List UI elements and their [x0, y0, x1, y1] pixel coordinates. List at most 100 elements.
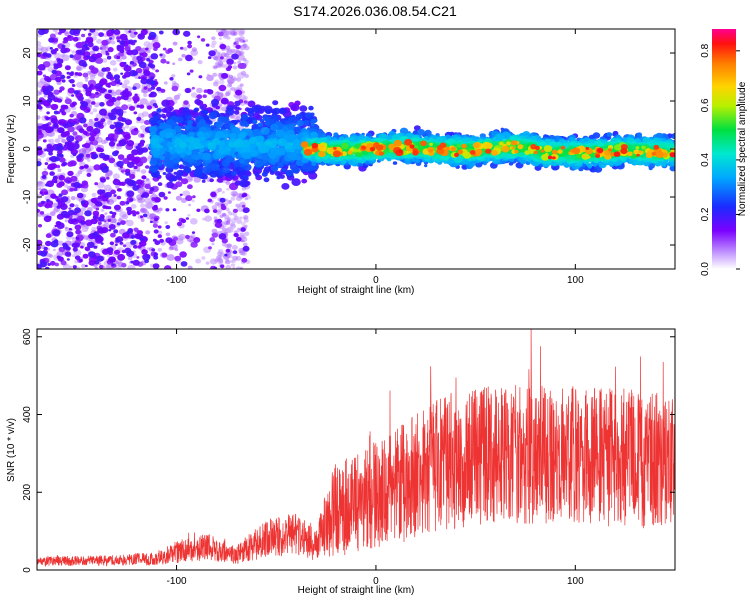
heatmap-cell	[230, 158, 235, 162]
heatmap-cell	[228, 142, 234, 147]
heatmap-cell	[69, 160, 77, 167]
heatmap-cell	[225, 108, 235, 116]
heatmap-cell	[167, 48, 174, 53]
heatmap-cell	[53, 122, 58, 126]
heatmap-cell	[44, 191, 49, 195]
heatmap-cell	[92, 231, 99, 237]
heatmap-cell	[252, 119, 258, 125]
heatmap-cell	[180, 218, 187, 224]
heatmap-cell	[231, 53, 239, 60]
heatmap-cell	[120, 181, 126, 186]
heatmap-cell	[129, 173, 136, 180]
heatmap-cell	[117, 128, 124, 134]
heatmap-cell	[67, 75, 71, 79]
heatmap-cell	[84, 40, 89, 44]
heatmap-cell	[121, 83, 128, 89]
heatmap-cell	[123, 65, 132, 72]
heatmap-cell	[75, 140, 79, 144]
heatmap-cell	[56, 251, 64, 257]
heatmap-cell	[141, 111, 149, 117]
heatmap-cell	[127, 229, 133, 234]
heatmap-cell	[84, 246, 91, 252]
heatmap-cell	[149, 187, 155, 192]
heatmap-cell	[277, 139, 284, 145]
heatmap-cell	[197, 60, 203, 65]
heatmap-cell	[243, 122, 250, 128]
heatmap-cell	[174, 255, 182, 262]
heatmap-cell	[66, 231, 74, 238]
heatmap-cell	[582, 163, 587, 168]
heatmap-cell	[60, 74, 66, 80]
heatmap-cell	[103, 184, 112, 191]
heatmap-cell	[99, 47, 103, 50]
heatmap-cell	[97, 196, 102, 200]
heatmap-cell	[213, 56, 219, 61]
heatmap-cell	[281, 126, 289, 133]
heatmap-cell	[77, 170, 83, 175]
heatmap-cell	[122, 244, 127, 248]
heatmap-cell	[58, 181, 65, 187]
heatmap-cell	[145, 47, 149, 51]
heatmap-cell	[107, 218, 112, 222]
heatmap-cell	[159, 155, 166, 161]
heatmap-cell	[142, 253, 151, 261]
heatmap-cell	[49, 171, 55, 176]
heatmap-cell	[194, 169, 201, 175]
heatmap-cell	[258, 123, 263, 127]
heatmap-cell	[58, 89, 62, 93]
heatmap-cell	[125, 219, 134, 227]
heatmap-cell	[71, 242, 78, 248]
heatmap-cell	[232, 250, 238, 255]
heatmap-cell	[224, 253, 228, 257]
heatmap-cell	[74, 224, 82, 231]
heatmap-cell	[99, 78, 108, 85]
heatmap-cell	[257, 135, 265, 142]
heatmap-cell	[116, 160, 124, 168]
heatmap-cell	[50, 49, 57, 55]
heatmap-cell	[232, 193, 236, 197]
heatmap-cell	[210, 191, 217, 198]
heatmap-cell	[185, 126, 190, 130]
heatmap-cell	[74, 29, 81, 35]
heatmap-cell	[181, 178, 189, 185]
heatmap-cell	[143, 93, 148, 98]
heatmap-cell	[166, 61, 170, 65]
heatmap-cell	[48, 127, 54, 132]
heatmap-cell	[37, 53, 42, 57]
heatmap-cell	[106, 176, 110, 180]
heatmap-cell	[132, 86, 137, 90]
heatmap-cell	[238, 171, 244, 176]
heatmap-cell	[198, 152, 203, 156]
heatmap-cell	[201, 256, 206, 260]
heatmap-cell	[304, 112, 313, 119]
heatmap-cell	[211, 232, 219, 238]
heatmap-cell	[222, 98, 229, 104]
heatmap-cell	[233, 143, 239, 148]
heatmap-cell	[139, 207, 147, 214]
heatmap-cell	[148, 126, 157, 133]
heatmap-cell	[126, 210, 133, 215]
heatmap-cell	[160, 58, 167, 64]
heatmap-cell	[143, 86, 148, 90]
heatmap-cell	[108, 229, 112, 232]
heatmap-cell	[291, 166, 300, 174]
heatmap-cell	[157, 225, 162, 229]
heatmap-cell	[178, 233, 186, 240]
heatmap-cell	[101, 39, 109, 46]
heatmap-cell	[233, 215, 239, 221]
heatmap-cell	[240, 227, 246, 232]
heatmap-cell	[171, 74, 176, 78]
heatmap-cell	[146, 58, 151, 62]
heatmap-cell	[121, 170, 125, 173]
heatmap-cell	[209, 258, 218, 265]
heatmap-cell	[137, 187, 145, 194]
heatmap-cell	[187, 44, 193, 49]
heatmap-cell	[126, 153, 135, 161]
heatmap-cell	[66, 71, 70, 75]
heatmap-cell	[169, 77, 174, 81]
heatmap-cell	[233, 160, 238, 165]
heatmap-cell	[54, 156, 60, 162]
heatmap-cell	[43, 94, 47, 98]
heatmap-cell	[128, 105, 136, 111]
heatmap-cell	[121, 262, 127, 268]
